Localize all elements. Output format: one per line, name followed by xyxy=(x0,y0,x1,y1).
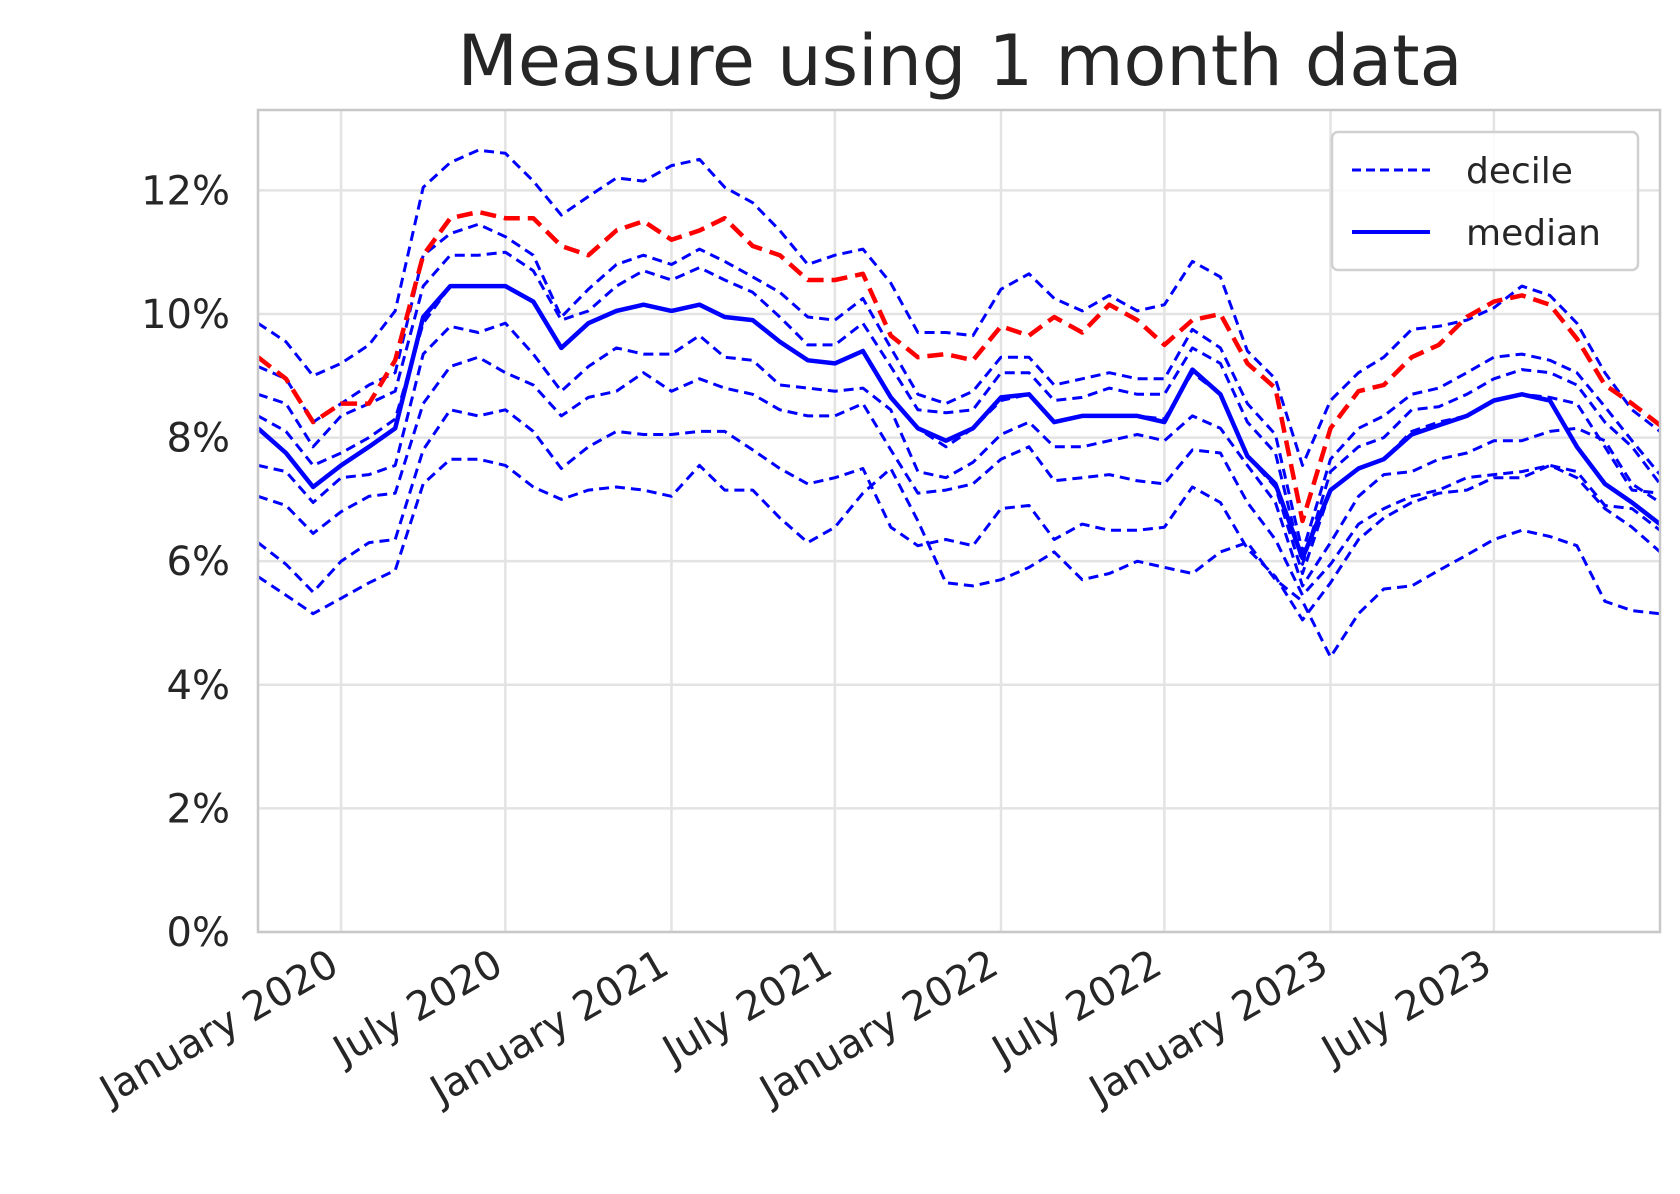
legend-decile-label: decile xyxy=(1466,151,1573,192)
decile-line-2 xyxy=(257,408,1661,622)
decile-line-6 xyxy=(257,250,1662,566)
y-tick-label: 4% xyxy=(167,663,230,709)
y-tick-label: 8% xyxy=(167,416,230,462)
chart-title: Measure using 1 month data xyxy=(458,20,1463,102)
decile-line-8 xyxy=(257,148,1661,467)
highlight-series-line xyxy=(256,209,1662,524)
decile-line-7 xyxy=(257,222,1662,554)
y-tick-label: 2% xyxy=(167,786,230,832)
series-group xyxy=(256,148,1662,659)
y-tick-label: 12% xyxy=(141,168,230,214)
y-tick-label: 6% xyxy=(167,539,230,585)
plot-frame xyxy=(256,108,1662,934)
legend: decile median xyxy=(1330,130,1640,272)
y-tick-label: 10% xyxy=(141,292,230,338)
median-line xyxy=(256,283,1662,561)
decile-line-5 xyxy=(257,284,1661,575)
legend-median-label: median xyxy=(1466,213,1601,254)
y-tick-label: 0% xyxy=(167,910,230,956)
decile-line-1 xyxy=(257,457,1661,659)
decile-line-3 xyxy=(257,355,1661,597)
decile-line-4 xyxy=(257,321,1661,588)
x-tick-label: July 2023 xyxy=(1312,941,1499,1076)
legend-box xyxy=(1330,130,1640,272)
x-tick-label: January 2020 xyxy=(90,941,346,1115)
